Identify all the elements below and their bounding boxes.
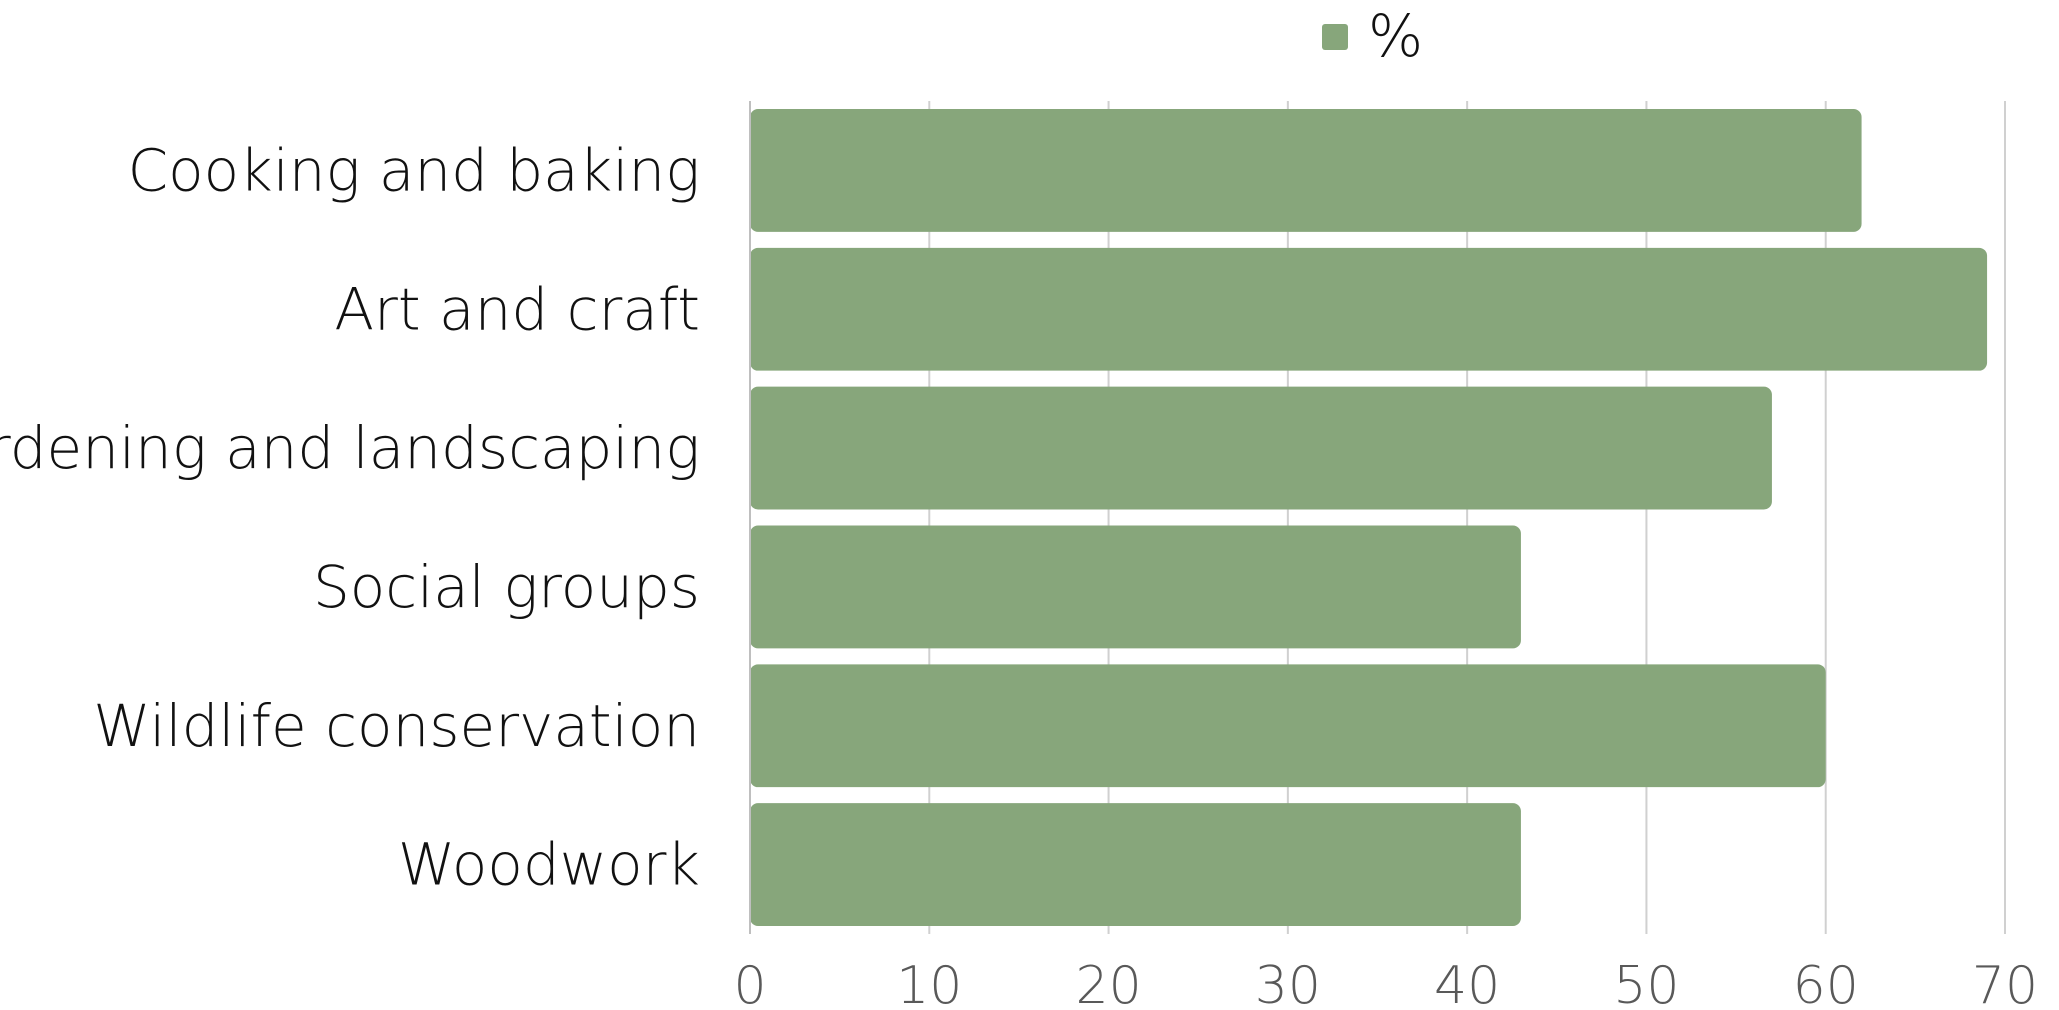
tick-label-20: 20 xyxy=(1075,956,1141,1010)
bar-social-groups xyxy=(750,525,1521,649)
bar-art-and-craft xyxy=(750,247,1988,371)
category-label-art-and-craft: Art and craft xyxy=(334,275,700,343)
tick-label-0: 0 xyxy=(733,956,766,1010)
bar-woodwork xyxy=(750,803,1521,926)
tick-label-70: 70 xyxy=(1972,956,2038,1010)
category-label-woodwork: Woodwork xyxy=(398,831,700,899)
bar-cooking-and-baking xyxy=(750,109,1862,232)
legend: % xyxy=(1322,2,1423,70)
category-label-social-groups: Social groups xyxy=(313,553,700,621)
bar-gardening-and-landscaping xyxy=(750,386,1772,510)
legend-swatch xyxy=(1322,24,1348,50)
category-labels: Cooking and baking Art and craft Gardening… xyxy=(0,136,700,898)
legend-label: % xyxy=(1368,2,1423,70)
category-label-cooking-and-baking: Cooking and baking xyxy=(128,136,700,204)
tick-label-40: 40 xyxy=(1434,956,1500,1010)
tick-label-10: 10 xyxy=(896,956,962,1010)
tick-label-30: 30 xyxy=(1255,956,1321,1010)
category-label-gardening-and-landscaping: Gardening and landscaping xyxy=(0,414,700,482)
tick-label-60: 60 xyxy=(1793,956,1859,1010)
bar-series xyxy=(750,109,1988,926)
bar-wildlife-conservation xyxy=(750,664,1826,788)
category-label-wildlife-conservation: Wildlife conservation xyxy=(93,692,700,760)
tick-label-50: 50 xyxy=(1613,956,1679,1010)
gridlines xyxy=(928,101,2006,934)
value-tick-labels: 0 10 20 30 40 50 60 70 xyxy=(733,956,2038,1010)
